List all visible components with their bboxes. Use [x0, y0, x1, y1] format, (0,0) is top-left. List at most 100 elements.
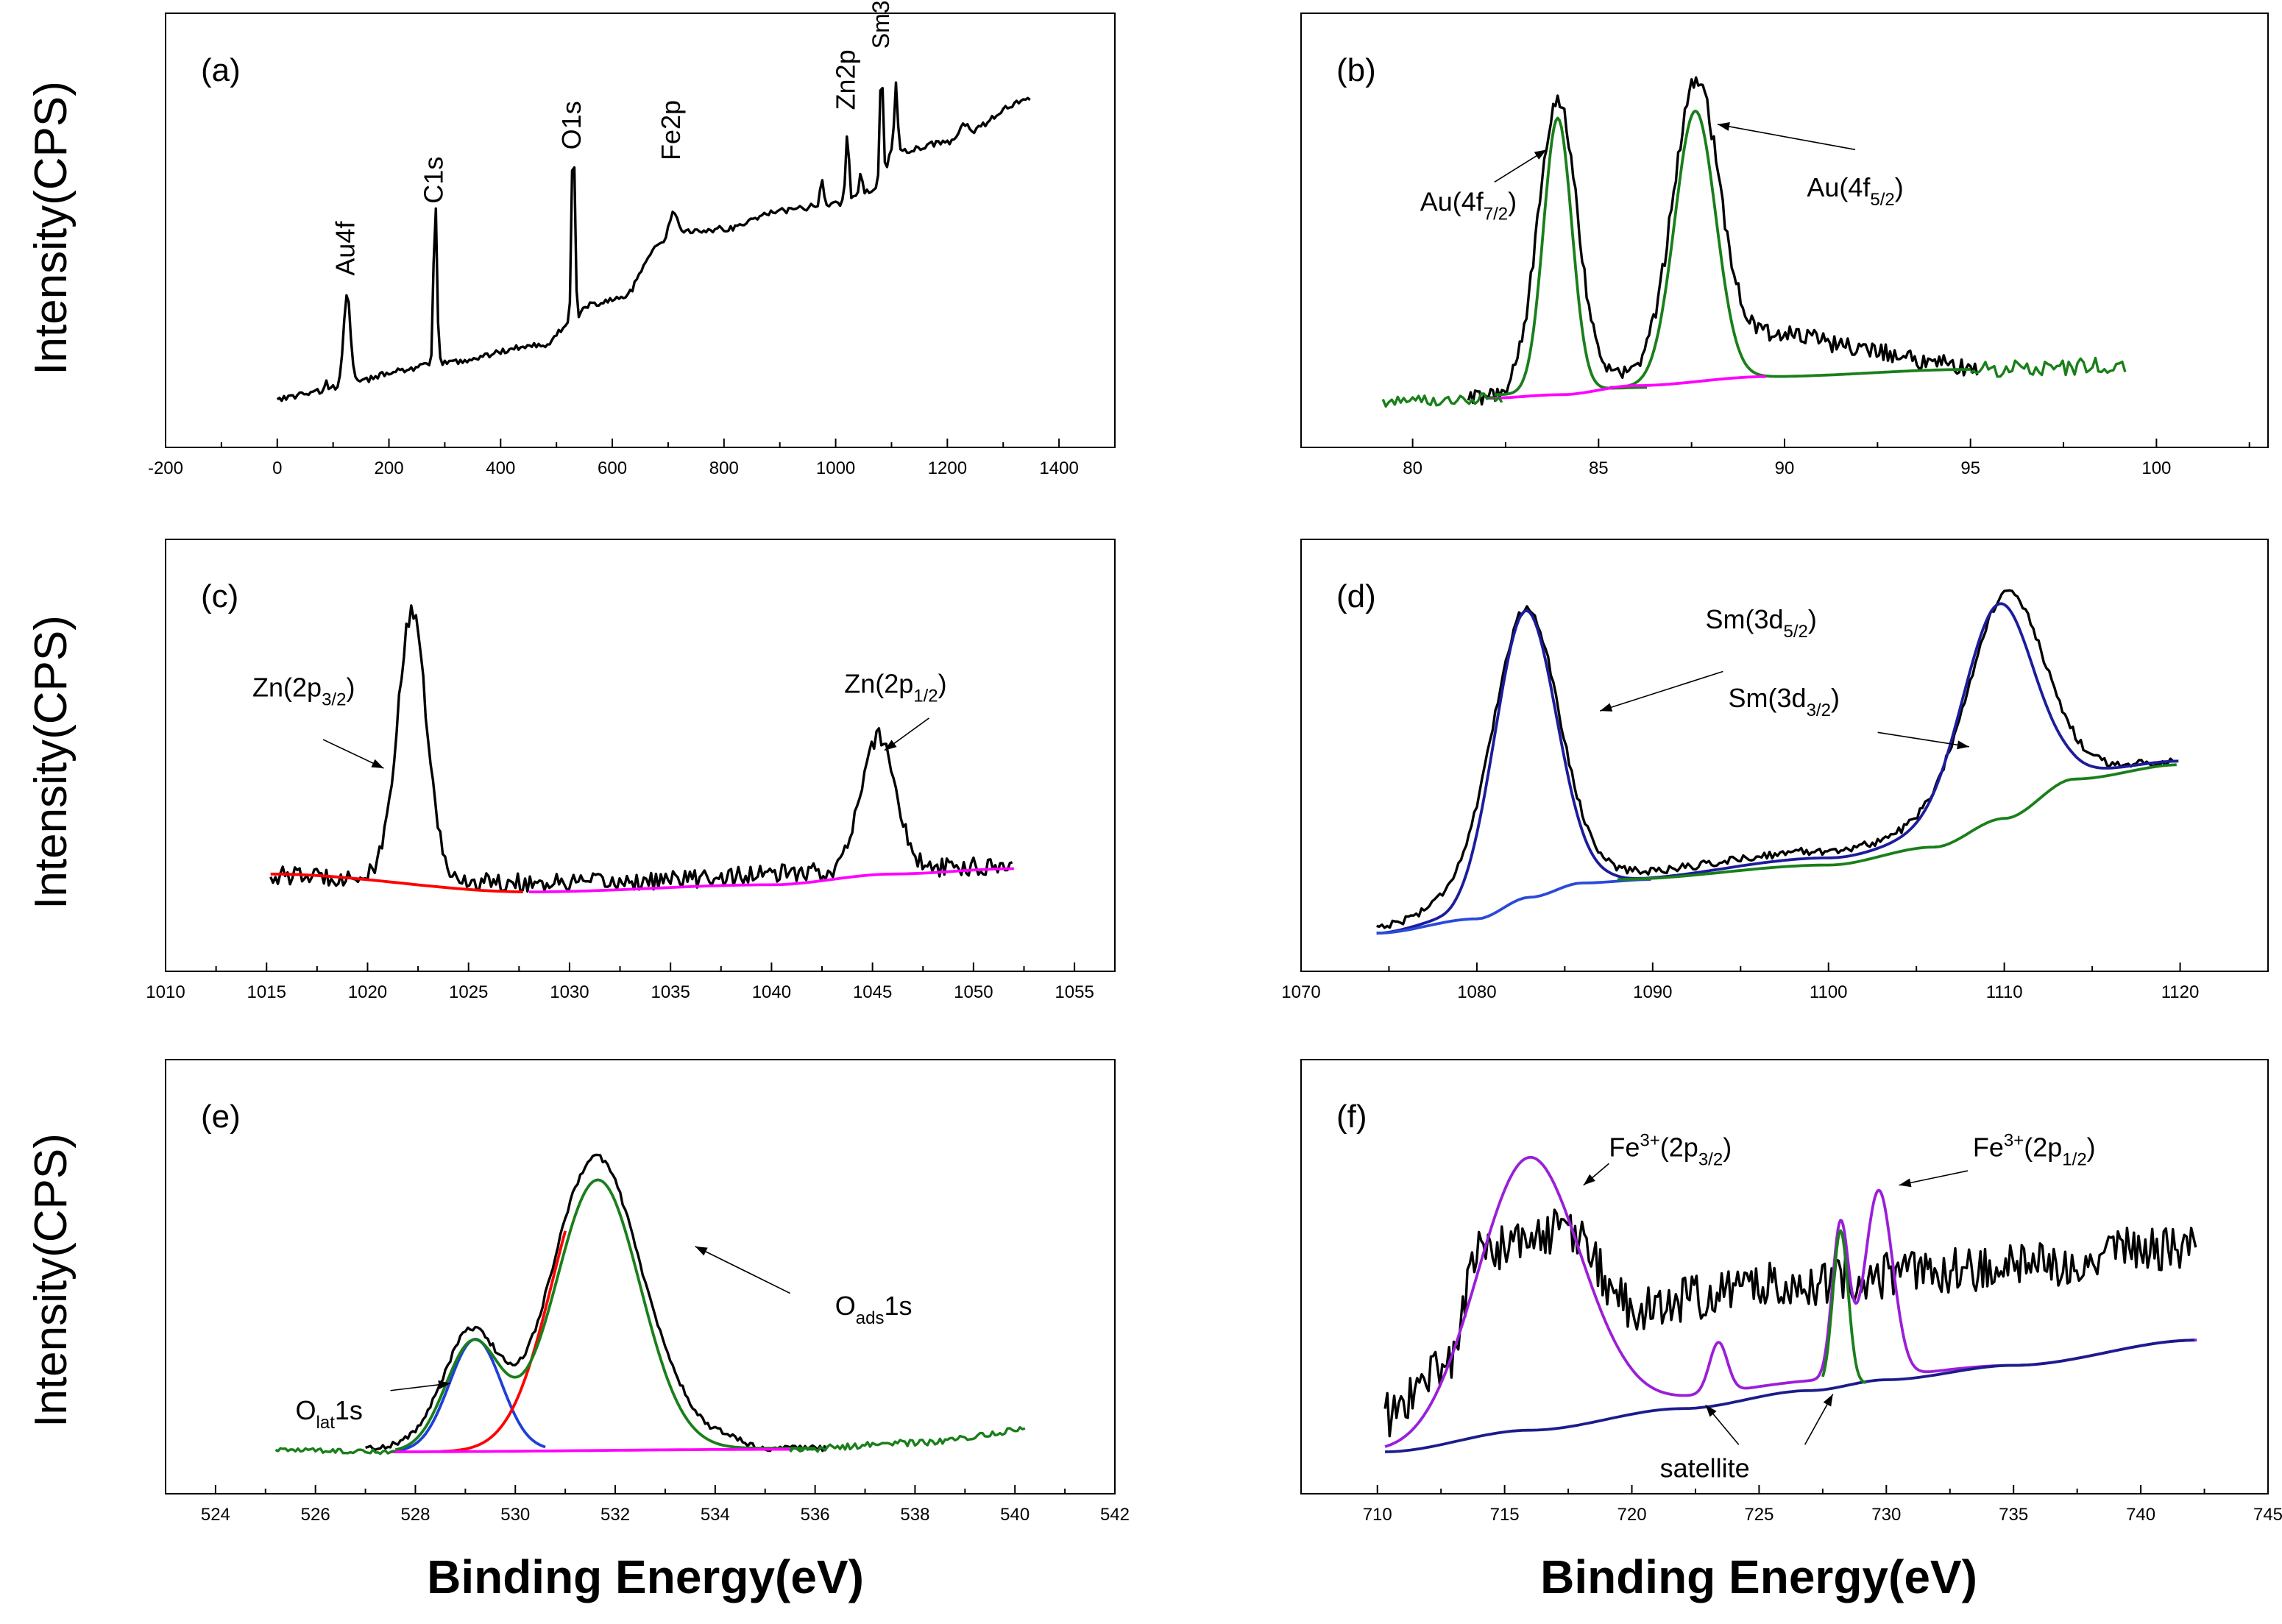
panel-b-label: (b) — [1336, 52, 1376, 88]
panel-a-tick-label: 400 — [486, 458, 515, 478]
panel-a-tick-label: 200 — [375, 458, 404, 478]
panel-a-annotation-0: Au4f — [330, 221, 361, 276]
panel-e-series-edge-left — [274, 1447, 396, 1455]
panel-e: 524 526 528 530 532 534 536 538 540 542 (e) Olat1s O… — [165, 1059, 1130, 1525]
panel-f-tick-label: 725 — [1744, 1505, 1773, 1525]
panel-b-series-raw — [1467, 76, 1979, 406]
panel-d-tick-label: 1070 — [1281, 982, 1320, 1002]
panel-f-annotation-2: satellite — [1660, 1453, 1750, 1483]
panel-e-series-group — [274, 1153, 1026, 1455]
y-axis-label-row2: Intensity(CPS) — [26, 615, 77, 909]
panel-a-annotation-1: C1s — [419, 157, 449, 204]
panel-b-annotation-1: Au(4f5/2) — [1807, 172, 1903, 210]
panel-e-label: (e) — [201, 1099, 241, 1135]
panel-a-tick-label: 0 — [272, 458, 282, 478]
panel-a-tick-label: 1200 — [928, 458, 967, 478]
panel-d-arrow-0 — [1599, 670, 1723, 712]
panel-a-annotation-4: Zn2p — [831, 49, 861, 110]
panel-f-frame — [1300, 1059, 2269, 1494]
panel-a-label: (a) — [201, 52, 241, 88]
panel-d-frame — [1300, 539, 2269, 972]
panel-f-arrow-1 — [1899, 1170, 1969, 1188]
panel-c-tick-label: 1040 — [752, 982, 791, 1002]
panel-f-label: (f) — [1336, 1099, 1367, 1135]
panel-d-series-background-2 — [1617, 763, 2177, 881]
panel-c-label: (c) — [201, 578, 238, 614]
panel-d-label: (d) — [1336, 578, 1376, 614]
panel-f-tick-label: 720 — [1617, 1505, 1647, 1525]
panel-e-tick-label: 524 — [201, 1505, 230, 1525]
panel-d-tick-label: 1120 — [2161, 982, 2200, 1002]
panel-a-series-survey — [276, 81, 1031, 403]
x-axis-label-right: Binding Energy(eV) — [1540, 1550, 1977, 1603]
panel-c-frame — [165, 539, 1116, 972]
panel-a-tick-label: 600 — [598, 458, 627, 478]
panel-c-tick-label: 1050 — [954, 982, 993, 1002]
panel-f-tick-label: 730 — [1871, 1505, 1901, 1525]
panel-e-series-o-ads-fit — [440, 1230, 567, 1453]
panel-e-series-edge-right — [789, 1426, 1026, 1453]
panel-e-tick-label: 528 — [400, 1505, 430, 1525]
panel-a-annotation-2: O1s — [556, 101, 587, 149]
panel-c-arrow-1 — [884, 717, 929, 751]
panel-e-tick-label: 540 — [1000, 1505, 1030, 1525]
panel-a-tick-label: 800 — [709, 458, 739, 478]
panel-c-tick-label: 1025 — [449, 982, 488, 1002]
panel-b-series-edges — [1381, 392, 1503, 408]
panel-f-annotation-0: Fe3+(2p3/2) — [1609, 1130, 1732, 1169]
panel-a: -200 0 200 400 600 800 1000 1200 1400 (a) Au4f C1s O… — [148, 0, 1116, 478]
panel-c-arrow-0 — [322, 739, 384, 769]
panel-c-series-group — [269, 604, 1014, 893]
x-axis-label-left: Binding Energy(eV) — [427, 1550, 864, 1603]
panel-d-series-sum-fit — [1376, 602, 2179, 935]
panel-d-tick-label: 1080 — [1457, 982, 1496, 1002]
panel-e-tick-label: 542 — [1100, 1505, 1130, 1525]
panel-e-annotation-0: Olat1s — [296, 1395, 363, 1433]
panel-e-tick-label: 532 — [600, 1505, 630, 1525]
panel-e-arrow-1 — [695, 1246, 791, 1294]
panel-e-tick-label: 526 — [301, 1505, 330, 1525]
y-axis-label-row1: Intensity(CPS) — [26, 81, 77, 375]
panel-c-tick-label: 1055 — [1055, 982, 1094, 1002]
panel-d-arrow-1 — [1877, 731, 1969, 750]
panel-a-annotation-5: Sm3d5 — [868, 0, 894, 49]
panel-e-tick-label: 536 — [801, 1505, 830, 1525]
panel-e-tick-label: 530 — [500, 1505, 530, 1525]
panel-c-tick-label: 1035 — [651, 982, 690, 1002]
panel-e-series-raw — [365, 1153, 826, 1453]
panel-d-tick-label: 1100 — [1810, 982, 1848, 1002]
panel-a-tick-label: -200 — [148, 458, 183, 478]
panel-e-series-background — [390, 1447, 790, 1453]
panel-b-tick-label: 100 — [2141, 458, 2171, 478]
panel-c-tick-label: 1045 — [853, 982, 892, 1002]
panel-c-series-background-2 — [529, 867, 1014, 893]
panel-c-annotation-1: Zn(2p1/2) — [844, 669, 946, 706]
panel-e-annotation-1: Oads1s — [835, 1291, 913, 1328]
panel-f-tick-label: 745 — [2253, 1505, 2282, 1525]
panel-f-tick-label: 735 — [1999, 1505, 2028, 1525]
panel-a-annotation-3: Fe2p — [656, 100, 686, 160]
panel-c-tick-label: 1015 — [247, 982, 286, 1002]
panel-c-tick-label: 1010 — [146, 982, 185, 1002]
panel-a-tick-label: 1400 — [1039, 458, 1078, 478]
panel-c-annotation-0: Zn(2p3/2) — [252, 673, 355, 710]
panel-f-arrow-0 — [1583, 1163, 1609, 1186]
panel-d-annotation-0: Sm(3d5/2) — [1705, 604, 1816, 642]
panel-b-tick-label: 80 — [1403, 458, 1422, 478]
panel-b-tick-label: 95 — [1960, 458, 1980, 478]
panel-c-series-raw — [269, 604, 1013, 893]
panel-f-tick-label: 715 — [1490, 1505, 1520, 1525]
panel-d-series-group — [1376, 589, 2179, 935]
panel-f-series-background — [1385, 1338, 2194, 1453]
panel-b-tick-label: 90 — [1775, 458, 1795, 478]
panel-c: 1010 1015 1020 1025 1030 1035 1040 1045 1050 1055… — [146, 539, 1116, 1002]
panel-d-tick-label: 1090 — [1633, 982, 1672, 1002]
panel-e-arrow-0 — [390, 1380, 451, 1391]
panel-f-arrow-3 — [1804, 1394, 1834, 1445]
panel-c-tick-label: 1030 — [550, 982, 589, 1002]
panel-d-series-background-1 — [1376, 878, 1651, 935]
panel-f-series-raw — [1383, 1208, 2197, 1438]
panel-b-series-background — [1487, 375, 1766, 400]
